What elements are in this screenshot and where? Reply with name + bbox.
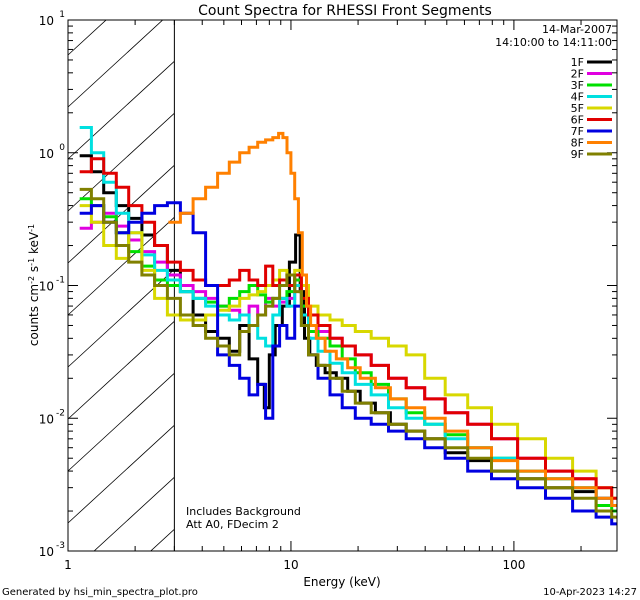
y-tick-exponent: 0 bbox=[59, 143, 65, 153]
legend-label-1F: 1F bbox=[571, 56, 584, 69]
legend-label-5F: 5F bbox=[571, 102, 584, 115]
y-tick-label: 10 bbox=[39, 412, 54, 426]
chart-title: Count Spectra for RHESSI Front Segments bbox=[198, 3, 492, 19]
legend-label-6F: 6F bbox=[571, 114, 584, 127]
legend-label-3F: 3F bbox=[571, 79, 584, 92]
date-annotation: 14-Mar-2007 bbox=[542, 23, 612, 36]
legend-label-9F: 9F bbox=[571, 148, 584, 161]
hatched-region bbox=[68, 20, 617, 551]
x-axis-label: Energy (keV) bbox=[303, 575, 380, 589]
footer-timestamp: 10-Apr-2023 14:27 bbox=[543, 587, 637, 598]
footer-generated-by: Generated by hsi_min_spectra_plot.pro bbox=[2, 587, 198, 598]
y-tick-label: 10 bbox=[39, 545, 54, 559]
legend-label-8F: 8F bbox=[571, 137, 584, 150]
legend-label-4F: 4F bbox=[571, 91, 584, 104]
y-tick-exponent: -2 bbox=[56, 408, 65, 418]
legend-label-2F: 2F bbox=[571, 68, 584, 81]
series-7F bbox=[79, 201, 617, 526]
x-tick-label: 1 bbox=[64, 558, 72, 572]
y-axis-label: counts cm-2 s-1 keV-1 bbox=[27, 224, 42, 346]
y-tick-label: 10 bbox=[39, 147, 54, 161]
y-tick-exponent: 1 bbox=[59, 10, 65, 20]
attenuator-note: Att A0, FDecim 2 bbox=[186, 518, 279, 531]
x-tick-label: 10 bbox=[283, 558, 298, 572]
y-tick-label: 10 bbox=[39, 280, 54, 294]
legend-label-7F: 7F bbox=[571, 125, 584, 138]
series-8F bbox=[168, 131, 617, 507]
background-note: Includes Background bbox=[186, 505, 301, 518]
time-range-annotation: 14:10:00 to 14:11:00 bbox=[495, 36, 612, 49]
y-tick-exponent: -3 bbox=[56, 541, 65, 551]
y-tick-label: 10 bbox=[39, 14, 54, 28]
y-tick-exponent: -1 bbox=[56, 276, 65, 286]
x-tick-label: 100 bbox=[502, 558, 525, 572]
series-9F bbox=[79, 187, 617, 519]
